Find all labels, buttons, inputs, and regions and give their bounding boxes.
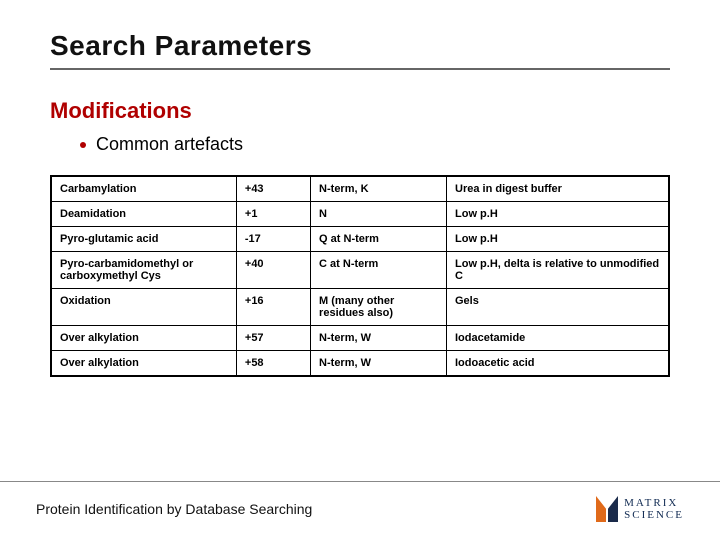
slide-title: Search Parameters <box>50 30 670 70</box>
table-cell: Carbamylation <box>51 176 236 202</box>
table-cell: +57 <box>236 326 310 351</box>
table-cell: Oxidation <box>51 289 236 326</box>
table-row: Over alkylation+57N-term, WIodacetamide <box>51 326 669 351</box>
table-cell: Low p.H <box>447 202 670 227</box>
table-cell: Low p.H <box>447 227 670 252</box>
footer-text: Protein Identification by Database Searc… <box>36 501 312 517</box>
footer-divider <box>0 481 720 482</box>
modifications-table: Carbamylation+43N-term, KUrea in digest … <box>50 175 670 377</box>
table-row: Deamidation+1NLow p.H <box>51 202 669 227</box>
table-cell: Iodoacetic acid <box>447 351 670 377</box>
slide-footer: Protein Identification by Database Searc… <box>0 496 720 522</box>
table-row: Over alkylation+58N-term, WIodoacetic ac… <box>51 351 669 377</box>
table-cell: Q at N-term <box>311 227 447 252</box>
table-cell: +58 <box>236 351 310 377</box>
bullet-dot-icon <box>80 142 86 148</box>
table-cell: N-term, W <box>311 351 447 377</box>
logo-text: MATRIX SCIENCE <box>624 497 684 521</box>
table-cell: Deamidation <box>51 202 236 227</box>
bullet-item: Common artefacts <box>80 134 670 155</box>
table-cell: +43 <box>236 176 310 202</box>
table-cell: N <box>311 202 447 227</box>
table-cell: Gels <box>447 289 670 326</box>
table-cell: M (many other residues also) <box>311 289 447 326</box>
table-row: Carbamylation+43N-term, KUrea in digest … <box>51 176 669 202</box>
table-cell: Over alkylation <box>51 326 236 351</box>
table-cell: Over alkylation <box>51 351 236 377</box>
table-cell: N-term, K <box>311 176 447 202</box>
table-cell: Urea in digest buffer <box>447 176 670 202</box>
matrix-science-logo: MATRIX SCIENCE <box>596 496 684 522</box>
table-cell: -17 <box>236 227 310 252</box>
table-row: Pyro-glutamic acid-17Q at N-termLow p.H <box>51 227 669 252</box>
logo-mark-icon <box>596 496 618 522</box>
bullet-text: Common artefacts <box>96 134 243 155</box>
table-cell: N-term, W <box>311 326 447 351</box>
table-cell: Iodacetamide <box>447 326 670 351</box>
table-cell: +16 <box>236 289 310 326</box>
table-cell: +1 <box>236 202 310 227</box>
table-cell: +40 <box>236 252 310 289</box>
table-cell: Low p.H, delta is relative to unmodified… <box>447 252 670 289</box>
table-cell: Pyro-glutamic acid <box>51 227 236 252</box>
slide-subtitle: Modifications <box>50 98 670 124</box>
table-cell: C at N-term <box>311 252 447 289</box>
table-cell: Pyro-carbamidomethyl or carboxymethyl Cy… <box>51 252 236 289</box>
table-row: Pyro-carbamidomethyl or carboxymethyl Cy… <box>51 252 669 289</box>
table-row: Oxidation+16M (many other residues also)… <box>51 289 669 326</box>
